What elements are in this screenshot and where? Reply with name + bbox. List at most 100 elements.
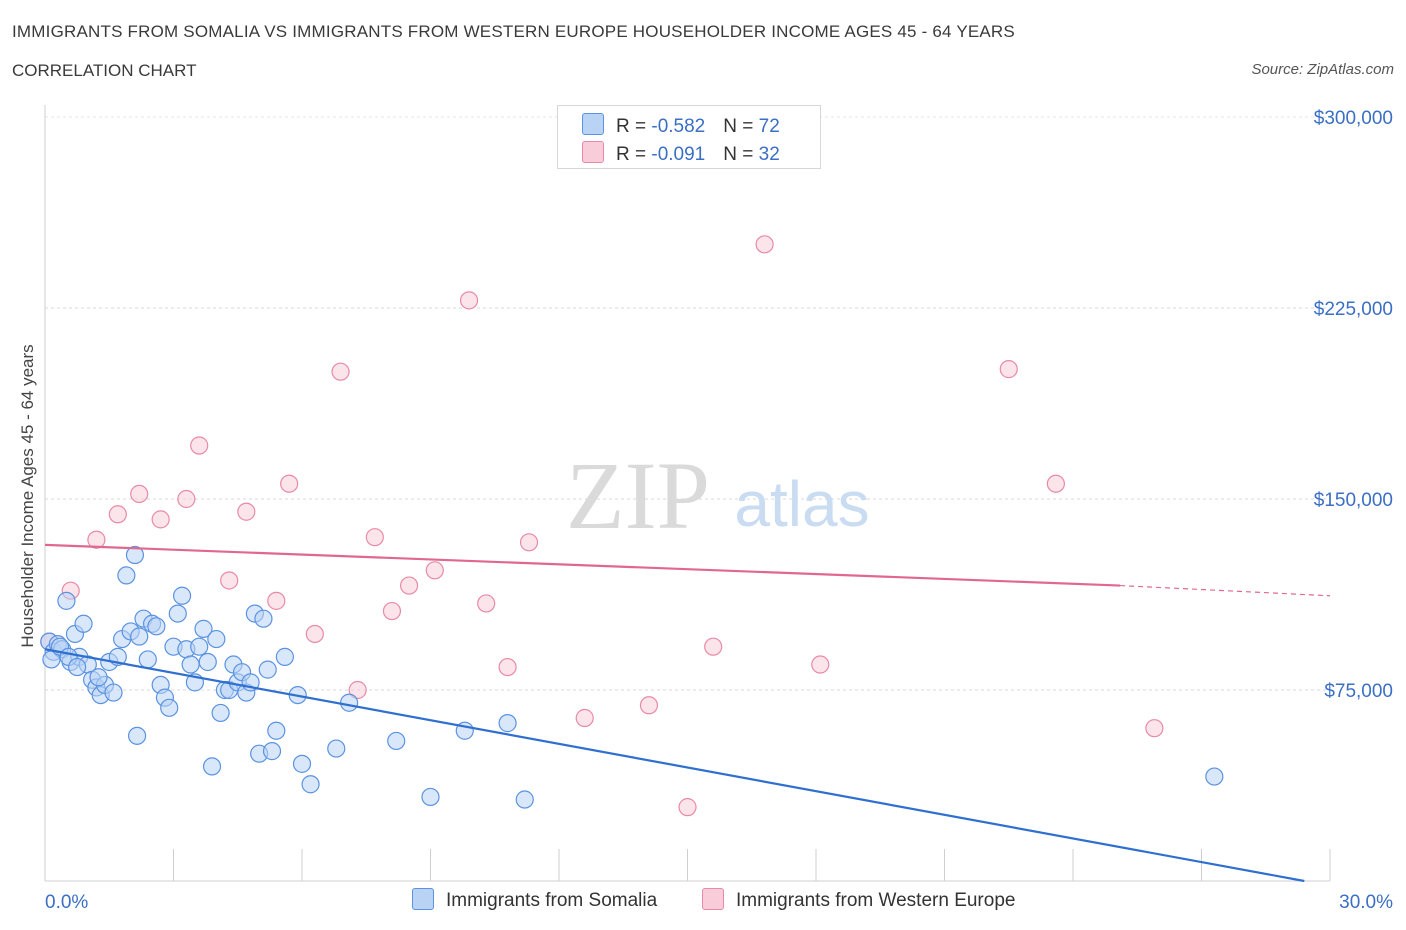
chart-subtitle: CORRELATION CHART xyxy=(12,61,197,80)
western-europe-point xyxy=(477,594,496,613)
n-label: N = xyxy=(723,116,759,137)
y-tick-labels: $75,000 $150,000 $225,000 $300,000 xyxy=(1314,108,1393,702)
somalia-points xyxy=(40,545,1224,809)
legend-item-western-europe: Immigrants from Western Europe xyxy=(702,888,1015,912)
somalia-point xyxy=(117,566,136,585)
somalia-point xyxy=(172,586,192,605)
somalia-point xyxy=(275,647,294,666)
somalia-point xyxy=(138,650,157,669)
western-europe-trend-line xyxy=(44,543,1121,587)
western-europe-point xyxy=(151,510,170,529)
somalia-point xyxy=(68,657,87,677)
somalia-point xyxy=(125,545,145,565)
somalia-point xyxy=(168,604,187,623)
western-europe-point xyxy=(382,601,402,621)
western-europe-trend-extension xyxy=(1120,584,1331,597)
somalia-point xyxy=(327,739,346,758)
trend-lines xyxy=(44,543,1331,883)
somalia-point xyxy=(211,703,230,723)
somalia-point xyxy=(258,660,277,679)
r-value-western-europe: -0.091 xyxy=(651,144,706,165)
somalia-point xyxy=(267,721,286,740)
somalia-point xyxy=(340,693,359,712)
western-europe-point xyxy=(305,624,324,644)
western-europe-point xyxy=(678,798,697,817)
western-europe-point xyxy=(519,533,539,552)
western-europe-point xyxy=(575,708,594,728)
r-value-somalia: -0.582 xyxy=(651,116,706,137)
western-europe-point xyxy=(348,680,367,700)
n-value-western-europe: 32 xyxy=(758,144,780,165)
r-label: R = xyxy=(616,144,652,165)
somalia-point xyxy=(292,754,312,773)
watermark: ZIP atlas xyxy=(566,442,870,549)
somalia-point xyxy=(198,652,217,672)
gridlines xyxy=(45,116,1330,691)
somalia-point xyxy=(387,731,406,751)
somalia-swatch xyxy=(582,113,604,135)
somalia-point xyxy=(498,714,517,733)
somalia-point xyxy=(515,790,534,809)
western-europe-point xyxy=(190,436,209,455)
western-europe-point xyxy=(399,576,419,595)
somalia-point xyxy=(194,619,213,638)
western-europe-point xyxy=(999,360,1018,379)
western-europe-point xyxy=(108,505,127,524)
western-europe-points xyxy=(40,235,1164,817)
legend-row-somalia: R = -0.582 N = 72 xyxy=(582,113,780,137)
somalia-point xyxy=(207,629,226,649)
western-europe-point xyxy=(639,696,659,715)
western-europe-point xyxy=(704,637,723,656)
western-europe-point xyxy=(459,291,479,310)
western-europe-point xyxy=(755,235,774,254)
somalia-point xyxy=(104,683,123,702)
western-europe-point xyxy=(280,474,299,493)
western-europe-point xyxy=(267,591,286,610)
x-tick-label: 30.0% xyxy=(1339,892,1393,913)
somalia-trend-line xyxy=(44,648,1305,883)
somalia-point xyxy=(202,757,222,776)
y-tick-label: $225,000 xyxy=(1314,299,1393,320)
x-tick-label: 0.0% xyxy=(45,892,88,913)
somalia-point xyxy=(160,698,179,717)
somalia-legend-swatch xyxy=(412,888,434,910)
western-europe-legend-label: Immigrants from Western Europe xyxy=(736,890,1016,911)
watermark-atlas: atlas xyxy=(734,468,869,540)
western-europe-point xyxy=(87,530,106,549)
somalia-point xyxy=(181,655,200,674)
somalia-point xyxy=(130,627,149,646)
western-europe-point xyxy=(237,502,256,521)
western-europe-legend-swatch xyxy=(702,888,724,910)
correlation-legend: R = -0.582 N = 72 R = -0.091 N = 32 xyxy=(557,105,821,169)
somalia-point xyxy=(301,775,320,794)
western-europe-point xyxy=(425,561,444,580)
somalia-point xyxy=(89,668,108,687)
somalia-legend-label: Immigrants from Somalia xyxy=(446,890,658,911)
western-europe-point xyxy=(331,362,350,381)
n-label: N = xyxy=(723,144,759,165)
watermark-zip: ZIP xyxy=(566,442,710,549)
somalia-point xyxy=(254,609,273,628)
x-tick-labels: 0.0% 30.0% xyxy=(45,892,1393,913)
western-europe-point xyxy=(811,655,830,674)
somalia-point xyxy=(127,726,147,745)
western-europe-point xyxy=(177,489,196,509)
western-europe-point xyxy=(1046,474,1065,493)
somalia-point xyxy=(190,637,209,656)
r-label: R = xyxy=(616,116,652,137)
somalia-point xyxy=(262,742,282,761)
western-europe-swatch xyxy=(582,141,604,163)
somalia-point xyxy=(1205,767,1224,786)
legend-row-western-europe: R = -0.091 N = 32 xyxy=(582,141,780,165)
n-value-somalia: 72 xyxy=(758,116,780,137)
western-europe-point xyxy=(130,484,149,504)
y-tick-label: $75,000 xyxy=(1324,681,1393,702)
western-europe-point xyxy=(1145,719,1164,738)
western-europe-point xyxy=(498,657,517,677)
chart-title: IMMIGRANTS FROM SOMALIA VS IMMIGRANTS FR… xyxy=(12,22,1015,41)
legend-item-somalia: Immigrants from Somalia xyxy=(412,888,657,912)
somalia-point xyxy=(421,787,440,807)
somalia-point xyxy=(57,591,76,610)
y-tick-label: $300,000 xyxy=(1314,108,1393,129)
